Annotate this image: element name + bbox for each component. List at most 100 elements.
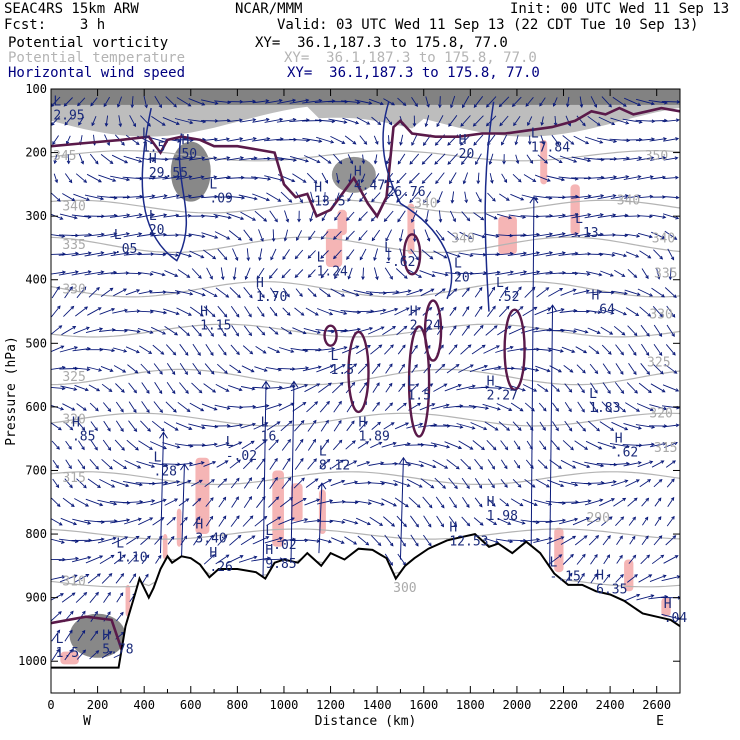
wind-arrowhead [430,484,435,489]
wind-vector [161,463,181,465]
wind-arrowhead [130,104,135,109]
wind-arrowhead [624,479,629,484]
wind-arrowhead [636,408,641,412]
wind-vector [51,234,65,237]
wind-vector [425,96,430,108]
wind-arrowhead [107,591,111,596]
wind-vector [103,96,110,107]
wind-arrowhead [163,194,168,198]
wind-vector [628,344,637,356]
wind-vector [520,271,540,276]
wind-arrowhead [123,288,127,292]
wind-arrowhead [320,255,325,259]
wind-vector [545,233,565,238]
updraft-arrowhead [289,380,299,388]
wind-vector [520,252,540,257]
wind-arrowhead [455,465,460,470]
wind-arrowhead [466,217,471,222]
wind-vector [303,327,321,334]
wind-vector [268,496,279,508]
wind-arrowhead [571,349,576,353]
wind-vector [110,175,130,181]
wind-arrowhead [635,312,640,317]
updraft-shading [624,559,634,592]
wind-arrowhead [85,574,90,578]
wind-speed-contour [484,101,495,312]
wind-arrowhead [670,496,675,501]
wind-vector [473,115,484,127]
wind-vector [534,307,551,316]
wind-arrowhead [376,363,381,367]
wind-arrowhead [113,232,118,236]
wind-vector [483,345,500,354]
wind-arrowhead [213,156,218,160]
wind-arrowhead [608,103,612,108]
wind-arrowhead [346,256,350,260]
wind-arrowhead [558,465,562,469]
wind-arrowhead [274,218,278,223]
wind-arrowhead [585,289,590,293]
wind-vector [666,516,675,527]
wind-vector [560,289,576,296]
low-level-pv-core [69,613,126,658]
wind-vector [448,477,458,489]
theta-label: 335 [62,238,85,253]
wind-arrowhead [252,118,257,122]
wind-vector [368,499,384,506]
wind-arrowhead [145,573,149,578]
wind-arrowhead [316,498,321,502]
wind-arrowhead [636,593,641,598]
wind-arrowhead [198,389,203,394]
wind-arrowhead [94,610,98,615]
wind-vector [307,439,316,451]
wind-vector [231,496,239,508]
wind-arrowhead [421,161,426,165]
wind-arrowhead [187,103,192,107]
extremum-type-label: H [487,374,495,389]
wind-vector [203,306,216,317]
wind-vector [239,157,257,161]
theta-isentrope [51,412,680,427]
wind-arrowhead [187,213,192,218]
wind-arrowhead [189,120,194,125]
wind-arrowhead [313,419,317,424]
wind-vector [316,136,334,143]
wind-vector [151,326,166,335]
wind-arrowhead [515,160,520,165]
wind-arrowhead [574,213,579,217]
wind-arrowhead [148,350,153,354]
wind-arrowhead [83,179,88,183]
wind-arrowhead [372,179,376,184]
wind-arrowhead [340,540,345,544]
wind-arrowhead [87,521,92,525]
wind-arrowhead [73,215,78,220]
wind-arrowhead [120,573,125,577]
wind-vector [149,136,168,143]
wind-vector [254,516,267,527]
wind-vector [662,384,679,392]
wind-vector [347,154,353,164]
wind-arrowhead [600,463,605,468]
wind-vector [397,553,406,566]
wind-vector [115,383,125,393]
wind-vector [615,574,624,583]
wind-arrowhead [299,199,303,204]
wind-vector [116,612,124,622]
wind-vector [576,554,586,565]
wind-arrowhead [283,237,288,242]
wind-vector [345,230,355,240]
wind-arrowhead [651,442,655,447]
wind-vector [600,326,613,335]
wind-arrowhead [151,213,156,217]
wind-arrowhead [314,312,319,316]
wind-vector [409,191,420,203]
wind-arrowhead [570,446,574,451]
wind-vector [558,176,578,180]
wind-arrowhead [661,293,665,298]
wind-vector [392,290,411,295]
wind-arrowhead [201,102,206,106]
wind-arrowhead [75,251,80,256]
wind-arrowhead [239,137,244,141]
wind-arrowhead [263,515,268,520]
wind-arrowhead [302,179,307,183]
